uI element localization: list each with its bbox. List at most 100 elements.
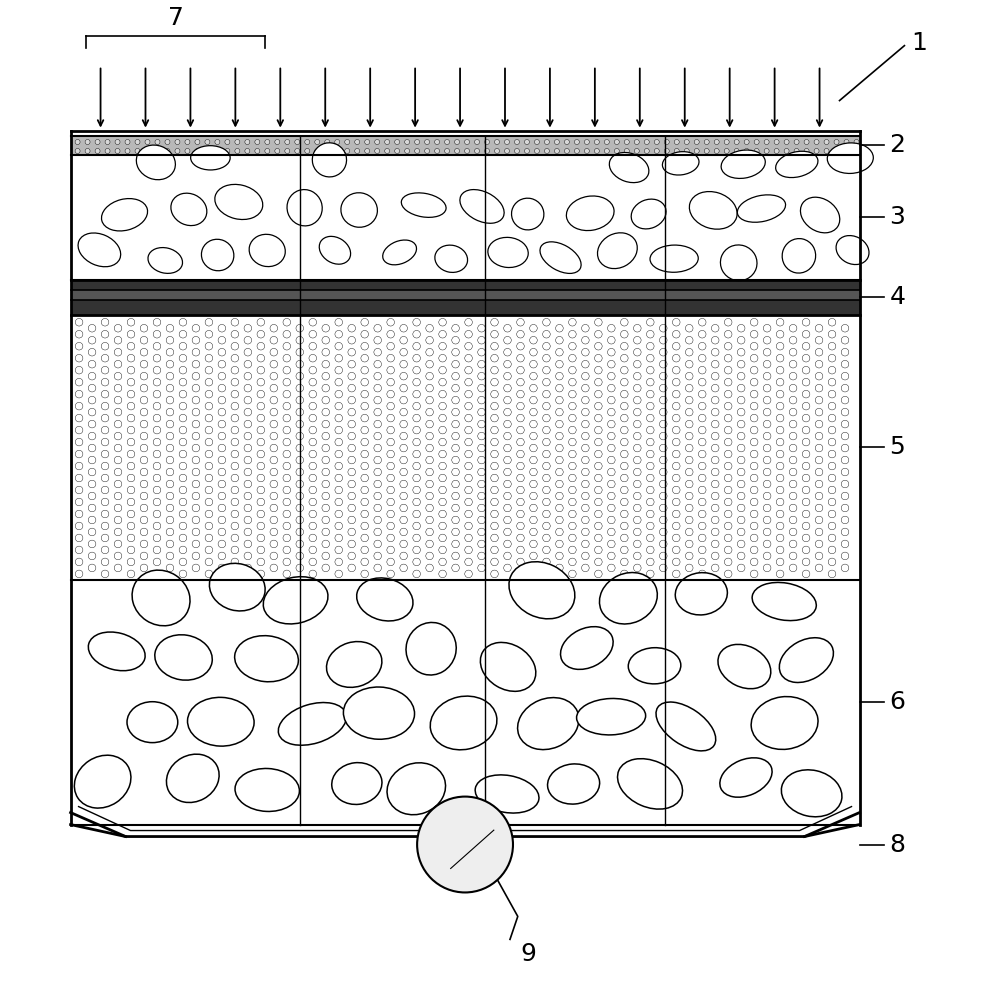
Circle shape — [789, 348, 797, 356]
Circle shape — [361, 522, 368, 530]
Circle shape — [309, 330, 317, 338]
Circle shape — [452, 396, 459, 404]
Circle shape — [413, 570, 420, 578]
Circle shape — [439, 450, 446, 458]
Circle shape — [452, 348, 459, 356]
Circle shape — [750, 378, 758, 386]
Circle shape — [322, 504, 330, 512]
Circle shape — [685, 492, 693, 500]
Circle shape — [465, 426, 472, 434]
Circle shape — [309, 414, 317, 422]
Circle shape — [569, 558, 576, 566]
Circle shape — [582, 420, 589, 428]
Circle shape — [841, 468, 849, 476]
Circle shape — [495, 148, 500, 153]
Circle shape — [698, 342, 706, 350]
Circle shape — [517, 570, 524, 578]
Circle shape — [724, 414, 732, 422]
Circle shape — [413, 426, 420, 434]
Circle shape — [166, 432, 174, 440]
Circle shape — [400, 372, 407, 380]
Circle shape — [348, 528, 356, 536]
Circle shape — [361, 438, 368, 446]
Circle shape — [88, 492, 96, 500]
Circle shape — [85, 140, 90, 144]
Circle shape — [834, 140, 839, 144]
Text: 4: 4 — [889, 285, 905, 309]
Circle shape — [101, 426, 109, 434]
Ellipse shape — [341, 193, 377, 227]
Circle shape — [646, 570, 654, 578]
Circle shape — [595, 522, 602, 530]
Circle shape — [646, 330, 654, 338]
Circle shape — [296, 552, 304, 560]
Circle shape — [465, 462, 472, 470]
Circle shape — [789, 480, 797, 488]
Circle shape — [335, 318, 343, 326]
Circle shape — [114, 408, 122, 416]
Circle shape — [478, 492, 485, 500]
Circle shape — [101, 438, 109, 446]
Circle shape — [763, 528, 771, 536]
Circle shape — [685, 444, 693, 452]
Circle shape — [140, 540, 148, 548]
Text: 1: 1 — [911, 31, 927, 55]
Circle shape — [646, 354, 654, 362]
Circle shape — [153, 474, 161, 482]
Circle shape — [646, 558, 654, 566]
Circle shape — [114, 552, 122, 560]
Circle shape — [166, 504, 174, 512]
Circle shape — [621, 390, 628, 398]
Circle shape — [114, 384, 122, 392]
Circle shape — [205, 140, 210, 144]
Circle shape — [257, 342, 265, 350]
Circle shape — [634, 360, 641, 368]
Circle shape — [225, 148, 230, 153]
Circle shape — [776, 474, 784, 482]
Circle shape — [802, 366, 810, 374]
Circle shape — [439, 498, 446, 506]
Circle shape — [478, 348, 485, 356]
Ellipse shape — [597, 233, 637, 269]
Circle shape — [621, 330, 628, 338]
Circle shape — [556, 468, 563, 476]
Circle shape — [530, 444, 537, 452]
Circle shape — [491, 462, 498, 470]
Circle shape — [335, 414, 343, 422]
Circle shape — [834, 148, 839, 153]
Circle shape — [205, 498, 213, 506]
Circle shape — [335, 342, 343, 350]
Bar — [71, 580, 860, 825]
Circle shape — [348, 372, 356, 380]
Circle shape — [646, 522, 654, 530]
Circle shape — [475, 148, 480, 153]
Circle shape — [257, 570, 265, 578]
Circle shape — [841, 348, 849, 356]
Circle shape — [789, 552, 797, 560]
Circle shape — [646, 426, 654, 434]
Circle shape — [841, 384, 849, 392]
Circle shape — [257, 426, 265, 434]
Circle shape — [75, 474, 83, 482]
Circle shape — [179, 462, 187, 470]
Circle shape — [365, 148, 370, 153]
Circle shape — [127, 390, 135, 398]
Circle shape — [387, 546, 394, 554]
Circle shape — [244, 528, 252, 536]
Circle shape — [711, 348, 719, 356]
Circle shape — [296, 360, 304, 368]
Circle shape — [426, 540, 433, 548]
Circle shape — [375, 140, 380, 144]
Circle shape — [75, 140, 80, 144]
Circle shape — [127, 450, 135, 458]
Circle shape — [205, 354, 213, 362]
Circle shape — [231, 402, 239, 410]
Circle shape — [296, 516, 304, 524]
Circle shape — [296, 564, 304, 572]
Circle shape — [374, 432, 381, 440]
Ellipse shape — [235, 636, 298, 682]
Ellipse shape — [518, 698, 579, 750]
Circle shape — [504, 324, 511, 332]
Circle shape — [452, 420, 459, 428]
Circle shape — [231, 486, 239, 494]
